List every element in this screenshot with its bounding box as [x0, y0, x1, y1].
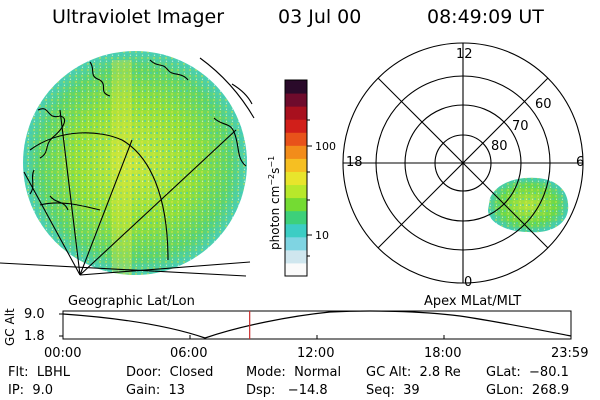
mlt-lat-70: 70 [512, 119, 529, 134]
gc-alt-xtick: 06:00 [170, 346, 208, 361]
gc-alt-ytick-low: 1.8 [24, 329, 45, 344]
status-glat: GLat: −80.1 [486, 365, 569, 380]
status-seq: Seq: 39 [366, 383, 420, 398]
gc-alt-ytick-high: 9.0 [24, 307, 45, 322]
colorbar-segment [285, 184, 307, 199]
app-title: Ultraviolet Imager [52, 6, 225, 28]
status-door: Door: Closed [126, 365, 214, 380]
colorbar-segment [285, 223, 307, 238]
colorbar-segment [285, 93, 307, 107]
colorbar-tick-10: 10 [315, 229, 329, 242]
mlt-lat-80: 80 [491, 139, 508, 154]
colorbar-segment [285, 249, 307, 264]
colorbar-segment [285, 80, 307, 94]
mlt-lat-60: 60 [535, 97, 552, 112]
colorbar-segment [285, 171, 307, 186]
gc-alt-xtick: 18:00 [424, 346, 462, 361]
date-label: 03 Jul 00 [278, 6, 362, 28]
status-gc-alt: GC Alt: 2.8 Re [366, 365, 461, 380]
colorbar-segment [285, 197, 307, 212]
lat-lon-grid [0, 57, 255, 277]
status-dsp: Dsp: −14.8 [246, 383, 328, 398]
mlt-hour-12: 12 [456, 47, 473, 62]
colorbar-segment [285, 132, 307, 146]
mlt-hour-6: 6 [576, 155, 585, 170]
colorbar-segment [285, 262, 307, 277]
gc-alt-xtick: 23:59 [551, 346, 589, 361]
geographic-panel-label: Geographic Lat/Lon [68, 294, 195, 309]
coastline-overlay [29, 59, 247, 211]
auroral-emission-blob [488, 177, 569, 233]
colorbar-unit-label: photon cm−2s−1 [267, 155, 282, 250]
colorbar-segment [285, 106, 307, 120]
status-glon: GLon: 268.9 [486, 383, 570, 398]
colorbar-segment [285, 145, 307, 159]
colorbar [284, 79, 312, 277]
status-filter: Flt: LBHL [8, 365, 71, 380]
mlt-panel-label: Apex MLat/MLT [424, 294, 522, 309]
colorbar-segment [285, 236, 307, 251]
colorbar-segment [285, 210, 307, 225]
colorbar-segment [285, 158, 307, 172]
mlt-polar-plot [342, 42, 584, 284]
colorbar-tick-100: 100 [315, 140, 336, 153]
status-mode: Mode: Normal [246, 365, 342, 380]
gc-alt-xtick: 12:00 [297, 346, 335, 361]
gc-alt-plot [59, 310, 572, 340]
status-ip: IP: 9.0 [8, 383, 53, 398]
time-label: 08:49:09 UT [427, 6, 544, 28]
colorbar-segment [285, 119, 307, 133]
mlt-hour-0: 0 [464, 275, 473, 290]
status-gain: Gain: 13 [126, 383, 186, 398]
geographic-image [0, 51, 255, 277]
mlt-hour-18: 18 [346, 155, 363, 170]
gc-alt-ylabel: GC Alt [3, 308, 17, 346]
gc-alt-xtick: 00:00 [44, 346, 82, 361]
